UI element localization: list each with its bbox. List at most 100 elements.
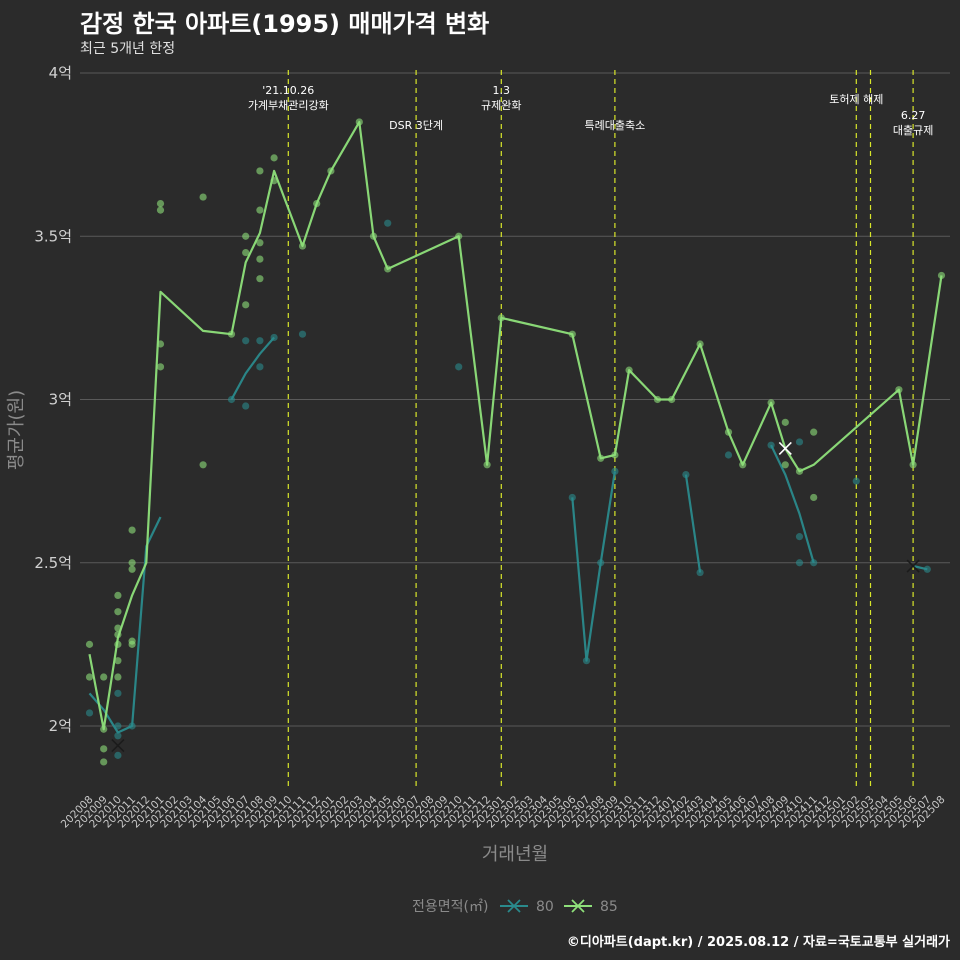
data-point-85 [696, 340, 704, 348]
data-point-85 [611, 451, 619, 459]
legend-item-85: 85 [564, 899, 618, 915]
data-point-85 [724, 428, 733, 436]
data-point-85 [653, 395, 662, 404]
data-point-80 [114, 751, 122, 759]
policy-annotation: 대출규제 [893, 124, 933, 137]
chart-title: 감정 한국 아파트(1995) 매매가격 변화 [80, 10, 490, 38]
data-point-85 [242, 232, 250, 240]
legend-label: 80 [536, 899, 554, 915]
data-point-85 [199, 461, 207, 469]
data-point-80 [227, 395, 236, 404]
data-point-80 [810, 559, 818, 567]
data-points [85, 118, 946, 766]
data-point-85 [384, 265, 392, 273]
data-point-85 [114, 673, 122, 681]
cross-stroke [778, 441, 792, 456]
data-point-85 [781, 418, 789, 426]
data-point-85 [810, 493, 818, 502]
data-point-80 [582, 657, 591, 665]
data-point-85 [128, 559, 136, 567]
cross-marker-85 [778, 441, 792, 456]
data-point-85 [668, 395, 676, 404]
data-point-85 [85, 640, 94, 648]
data-point-85 [497, 314, 505, 322]
policy-annotation: DSR 3단계 [389, 119, 443, 132]
data-point-85 [100, 758, 108, 766]
data-point-80 [795, 559, 804, 567]
y-tick-label: 3.5억 [34, 227, 72, 245]
policy-annotation: 규제완화 [481, 99, 521, 112]
cross-marker-80 [906, 559, 920, 573]
data-point-85 [597, 454, 605, 462]
data-point-85 [114, 657, 122, 665]
series-lines [88, 120, 943, 734]
data-point-85 [810, 428, 818, 436]
data-point-85 [114, 640, 122, 648]
policy-annotation: '21.10.26 [262, 84, 314, 97]
data-point-85 [100, 673, 108, 681]
policy-annotation: 6.27 [901, 109, 926, 122]
data-point-80 [767, 441, 775, 449]
data-point-85 [313, 200, 321, 208]
data-point-80 [114, 689, 122, 697]
legend-title: 전용면적(㎡) [412, 899, 488, 915]
data-point-80 [242, 402, 250, 410]
data-point-80 [128, 722, 136, 730]
y-tick-label: 3억 [49, 391, 72, 409]
data-point-85 [909, 461, 917, 469]
data-point-85 [156, 200, 165, 208]
data-point-85 [227, 330, 236, 338]
data-point-80 [568, 493, 576, 502]
data-point-85 [114, 591, 122, 600]
series-line-80 [230, 336, 275, 401]
y-axis-title: 평균가(원) [6, 390, 27, 470]
data-point-85 [767, 399, 775, 407]
y-tick-label: 4억 [49, 64, 72, 82]
data-point-80 [923, 565, 931, 573]
data-point-85 [270, 177, 278, 185]
data-point-85 [256, 275, 264, 283]
data-point-85 [85, 673, 94, 681]
data-point-80 [455, 363, 463, 371]
data-point-85 [937, 271, 946, 280]
legend-item-80: 80 [500, 899, 554, 915]
data-point-85 [455, 232, 463, 240]
data-point-85 [256, 206, 264, 214]
data-point-85 [483, 461, 491, 469]
series-line-80 [88, 516, 162, 734]
legend-swatch-cross [571, 899, 585, 913]
policy-annotation: 토허제 해제 [829, 92, 883, 106]
legend: 전용면적(㎡) 80 85 [412, 899, 618, 915]
data-point-85 [128, 565, 136, 573]
data-point-80 [597, 559, 605, 567]
data-point-80 [696, 568, 704, 577]
y-axis-ticks: 2억 2.5억 3억 3.5억 4억 [34, 64, 72, 735]
data-point-80 [114, 732, 122, 740]
data-point-85 [242, 248, 250, 257]
chart-subtitle: 최근 5개년 한정 [80, 41, 176, 57]
y-tick-label: 2.5억 [34, 554, 72, 572]
policy-lines [287, 70, 914, 790]
series-line-80 [571, 471, 616, 662]
policy-annotation: 1.3 [493, 84, 511, 97]
data-point-85 [100, 745, 108, 753]
data-point-85 [128, 640, 136, 648]
data-point-85 [242, 301, 250, 309]
data-point-85 [270, 154, 278, 162]
data-point-85 [114, 630, 122, 639]
x-axis-title: 거래년월 [482, 844, 548, 865]
data-point-80 [682, 470, 690, 479]
data-point-85 [100, 725, 108, 733]
data-point-85 [625, 366, 633, 374]
data-point-85 [369, 232, 378, 240]
data-point-80 [114, 722, 122, 730]
data-point-80 [242, 337, 250, 345]
policy-annotation: 가계부채관리강화 [248, 99, 329, 112]
data-point-80 [270, 333, 278, 342]
data-point-85 [298, 242, 307, 250]
legend-swatch-cross [507, 899, 521, 913]
cross-marker-80 [111, 739, 125, 753]
data-point-85 [114, 608, 122, 616]
